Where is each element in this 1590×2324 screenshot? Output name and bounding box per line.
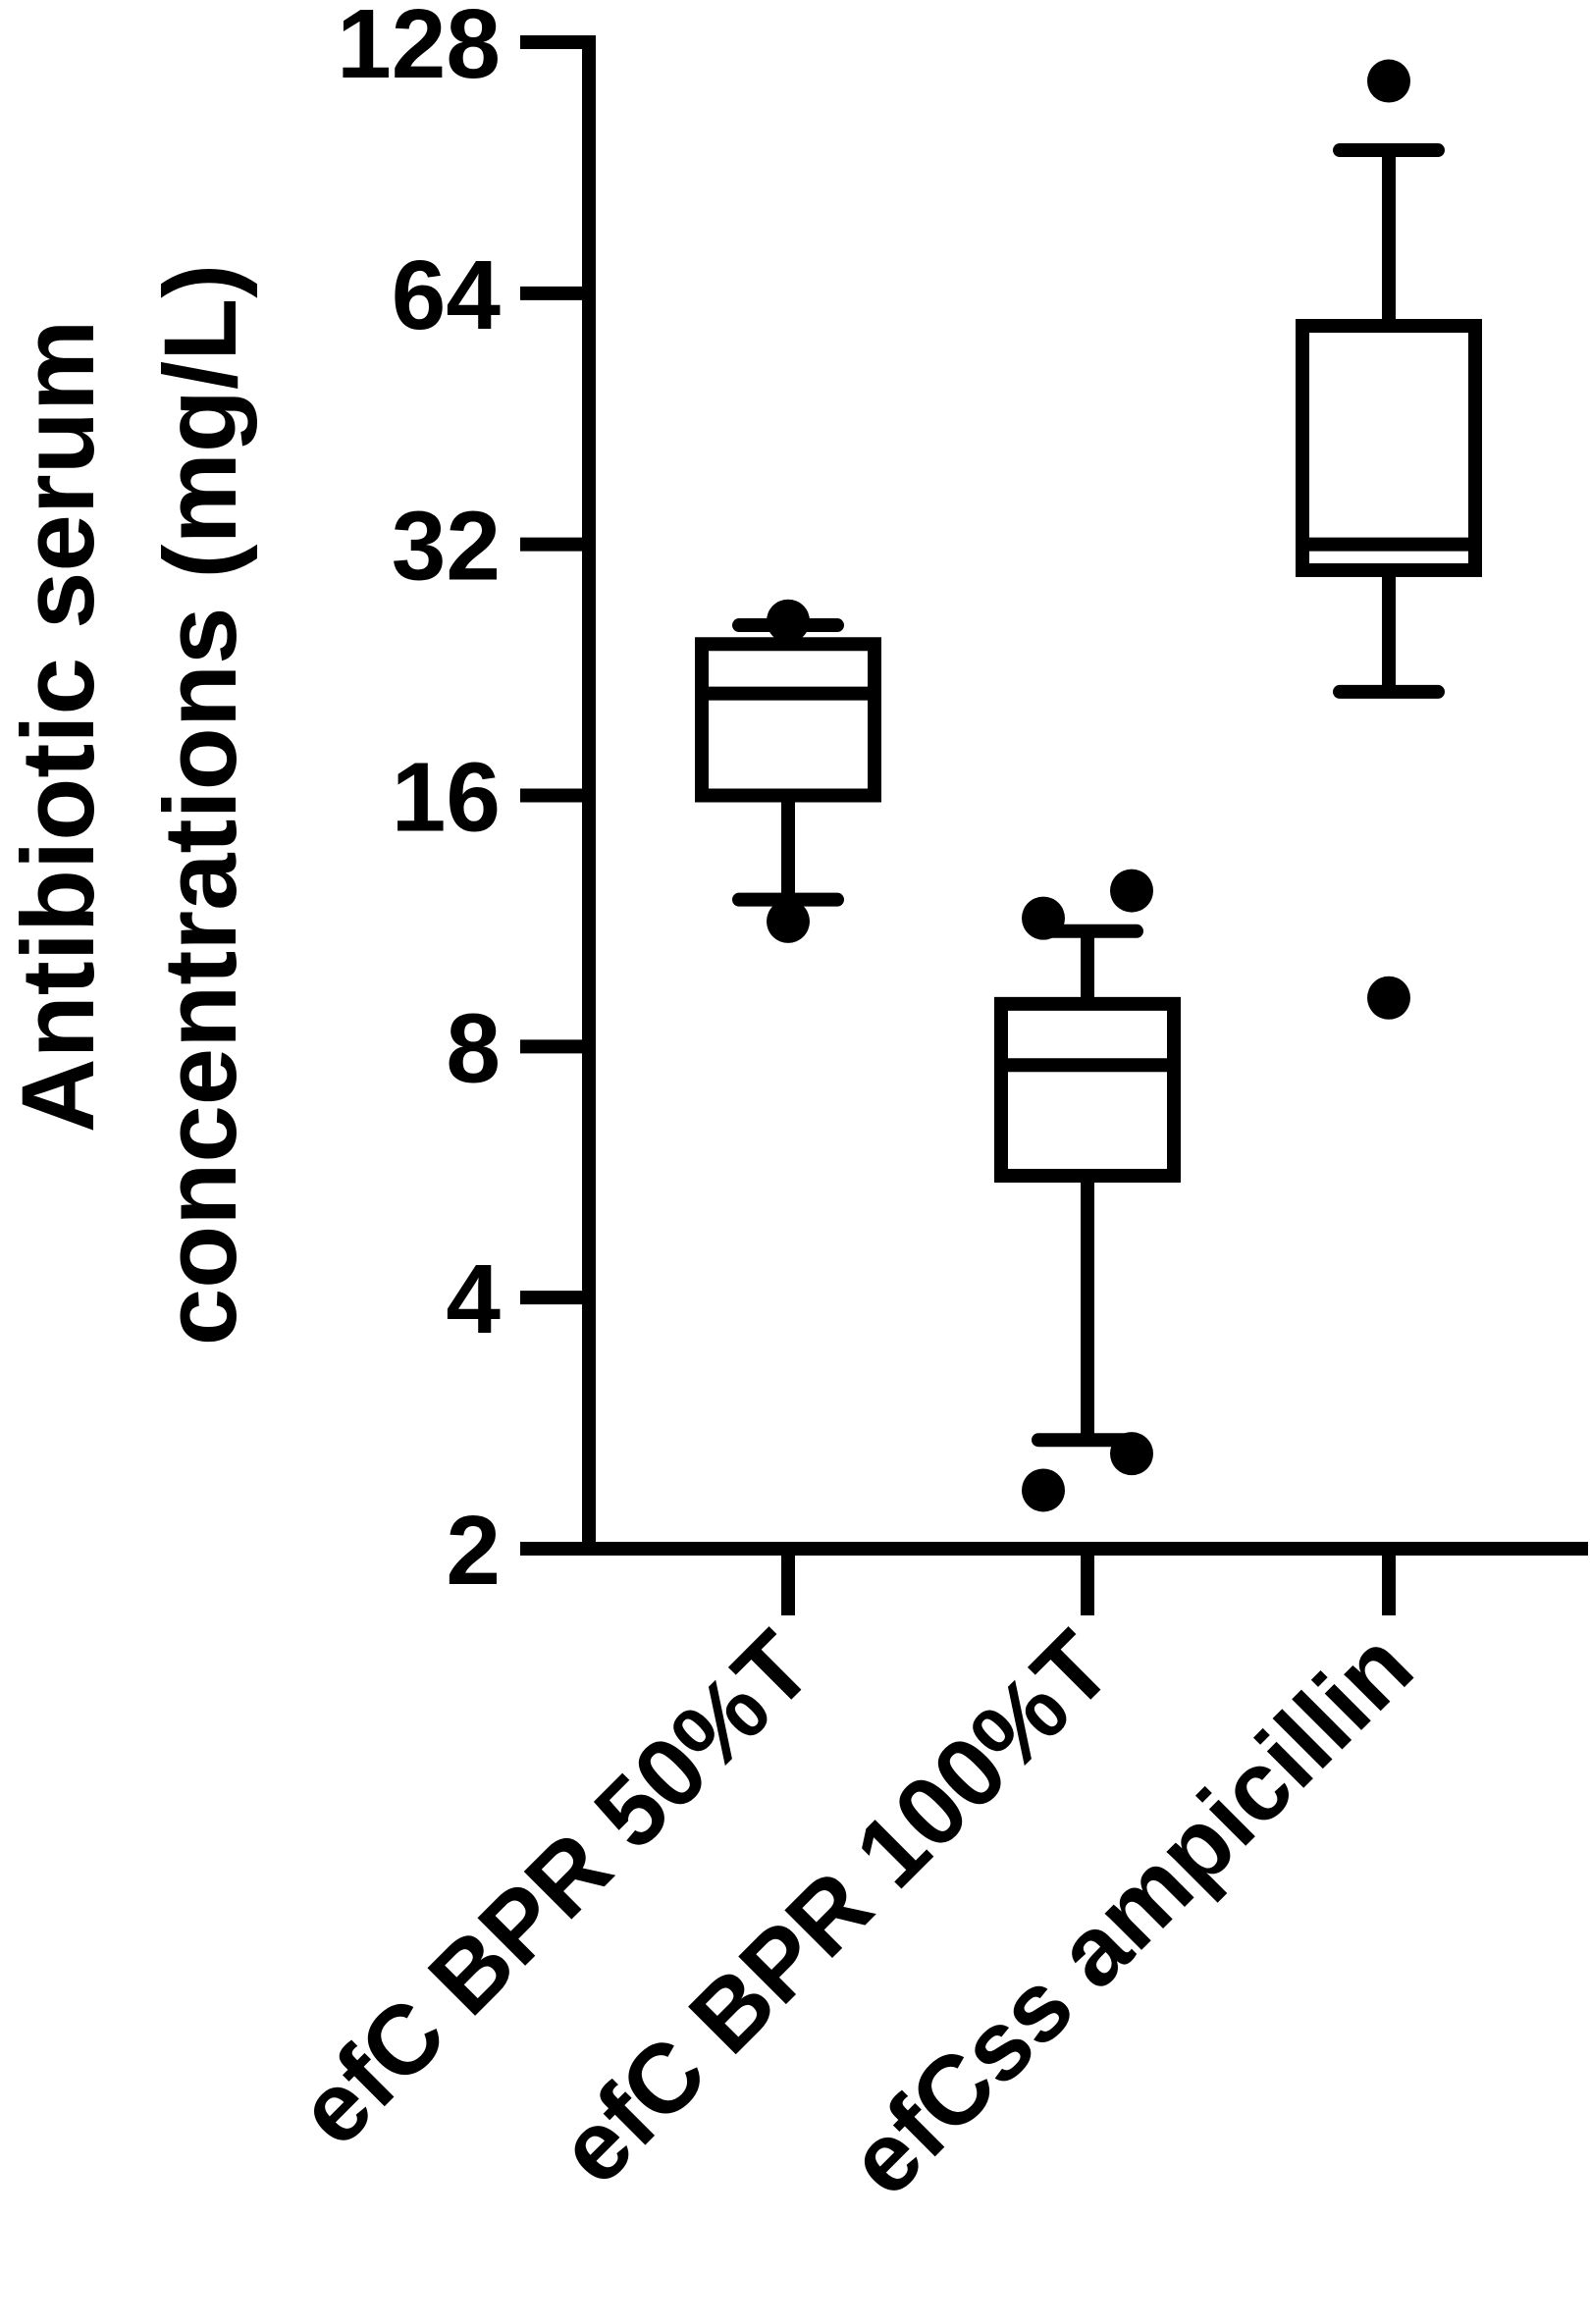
y-tick-label-32: 32: [392, 492, 501, 602]
y-tick-label-16: 16: [392, 743, 501, 853]
y-tick-label-2: 2: [446, 1496, 501, 1606]
y-tick-label-64: 64: [392, 240, 502, 350]
y-tick-label-4: 4: [446, 1244, 501, 1354]
box-0: [695, 637, 881, 803]
outlier-point-1-1: [1110, 1432, 1153, 1476]
box-1: [994, 996, 1181, 1183]
outlier-point-0-1: [767, 599, 810, 643]
labels: Antibiotic serum concentrations (mg/L) 2…: [1, 0, 1434, 2217]
y-tick-label-8: 8: [446, 993, 501, 1103]
box-group-2: [1296, 143, 1482, 699]
y-tick-label-128: 128: [337, 0, 501, 99]
outlier-point-2-1: [1367, 59, 1410, 103]
box-group-0: [695, 618, 881, 907]
x-tick-label-0: efC BPR 50%T: [277, 1611, 832, 2166]
outlier-point-0-0: [767, 899, 810, 943]
boxes: [695, 59, 1482, 1512]
box-group-1: [994, 924, 1181, 1448]
y-axis-label-line-2: concentrations (mg/L): [143, 264, 258, 1347]
x-tick-label-2: efCss ampicillin: [827, 1611, 1434, 2217]
outlier-point-1-0: [1022, 1468, 1065, 1512]
axes: [520, 35, 1588, 1615]
outlier-point-2-0: [1367, 976, 1410, 1020]
x-tick-label-1: efC BPR 100%T: [538, 1611, 1133, 2205]
box-2: [1296, 318, 1482, 577]
outlier-point-1-3: [1110, 869, 1153, 913]
outlier-point-1-2: [1022, 896, 1065, 940]
y-axis-label-line-1: Antibiotic serum: [1, 320, 116, 1133]
